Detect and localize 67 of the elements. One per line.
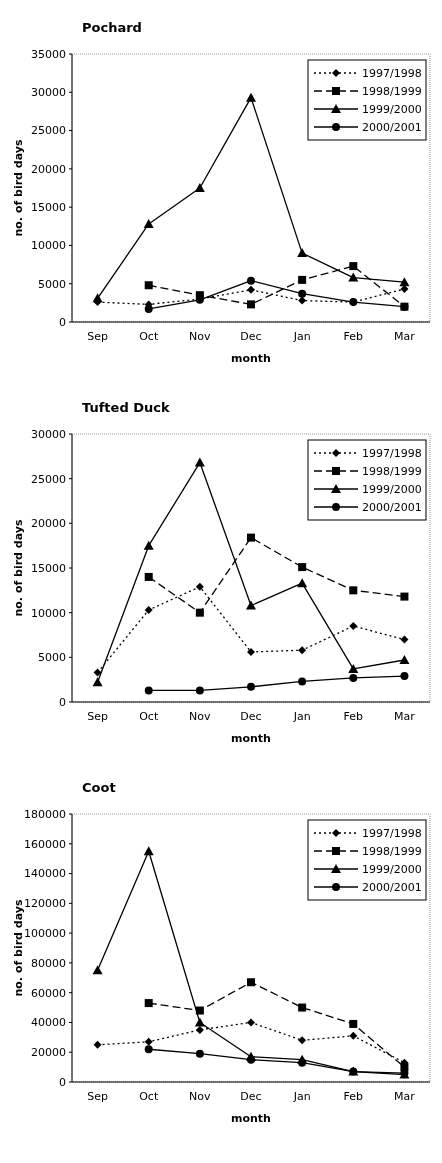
- x-tick-label: Nov: [189, 1090, 212, 1103]
- y-tick-label: 0: [59, 315, 66, 329]
- legend-label: 2000/2001: [362, 120, 422, 134]
- y-tick-label: 60000: [31, 986, 66, 1000]
- x-tick-label: Feb: [343, 1090, 364, 1103]
- y-tick-label: 0: [59, 1075, 66, 1089]
- x-tick-label: Oct: [139, 1090, 159, 1103]
- y-tick-label: 5000: [38, 277, 66, 291]
- x-tick-label: Feb: [343, 330, 364, 343]
- chart-title: Pochard: [82, 20, 142, 35]
- y-tick-label: 30000: [31, 86, 66, 100]
- y-tick-label: 140000: [24, 867, 66, 881]
- y-tick-label: 160000: [24, 837, 66, 851]
- y-tick-label: 0: [59, 695, 66, 709]
- y-tick-label: 20000: [31, 1046, 66, 1060]
- x-tick-label: Oct: [139, 710, 159, 723]
- legend-label: 1997/1998: [362, 66, 422, 80]
- y-axis-title: no. of bird days: [12, 139, 25, 237]
- y-tick-label: 15000: [31, 200, 66, 214]
- x-tick-label: Mar: [394, 330, 416, 343]
- x-tick-label: Nov: [189, 710, 212, 723]
- x-tick-label: Feb: [343, 710, 364, 723]
- y-tick-label: 25000: [31, 124, 66, 138]
- y-tick-label: 25000: [31, 472, 66, 486]
- y-tick-label: 20000: [31, 517, 66, 531]
- x-axis-title: month: [231, 352, 271, 365]
- legend-label: 2000/2001: [362, 880, 422, 894]
- y-tick-label: 100000: [24, 926, 66, 940]
- legend-label: 1999/2000: [362, 862, 422, 876]
- y-tick-label: 120000: [24, 897, 66, 911]
- x-axis-title: month: [231, 1112, 271, 1125]
- legend-label: 1998/1999: [362, 84, 422, 98]
- x-tick-label: Jan: [292, 1090, 311, 1103]
- y-axis-title: no. of bird days: [12, 899, 25, 997]
- x-tick-label: Sep: [87, 1090, 108, 1103]
- legend-label: 1998/1999: [362, 464, 422, 478]
- x-tick-label: Oct: [139, 330, 159, 343]
- legend-label: 1998/1999: [362, 844, 422, 858]
- y-tick-label: 40000: [31, 1016, 66, 1030]
- x-tick-label: Dec: [240, 1090, 262, 1103]
- y-tick-label: 180000: [24, 807, 66, 821]
- y-tick-label: 10000: [31, 606, 66, 620]
- y-tick-label: 30000: [31, 427, 66, 441]
- y-tick-label: 15000: [31, 561, 66, 575]
- x-tick-label: Sep: [87, 330, 108, 343]
- x-tick-label: Nov: [189, 330, 212, 343]
- chart-title: Tufted Duck: [82, 400, 170, 415]
- y-tick-label: 20000: [31, 162, 66, 176]
- x-tick-label: Dec: [240, 330, 262, 343]
- legend-label: 2000/2001: [362, 500, 422, 514]
- y-tick-label: 5000: [38, 651, 66, 665]
- legend-label: 1999/2000: [362, 102, 422, 116]
- y-tick-label: 35000: [31, 47, 66, 61]
- y-tick-label: 80000: [31, 956, 66, 970]
- x-tick-label: Mar: [394, 710, 416, 723]
- y-axis-title: no. of bird days: [12, 519, 25, 617]
- chart-title: Coot: [82, 780, 116, 795]
- x-tick-label: Sep: [87, 710, 108, 723]
- x-tick-label: Dec: [240, 710, 262, 723]
- legend-label: 1999/2000: [362, 482, 422, 496]
- x-tick-label: Jan: [292, 330, 311, 343]
- y-tick-label: 10000: [31, 239, 66, 253]
- x-tick-label: Mar: [394, 1090, 416, 1103]
- x-axis-title: month: [231, 732, 271, 745]
- legend-label: 1997/1998: [362, 446, 422, 460]
- x-tick-label: Jan: [292, 710, 311, 723]
- legend-label: 1997/1998: [362, 826, 422, 840]
